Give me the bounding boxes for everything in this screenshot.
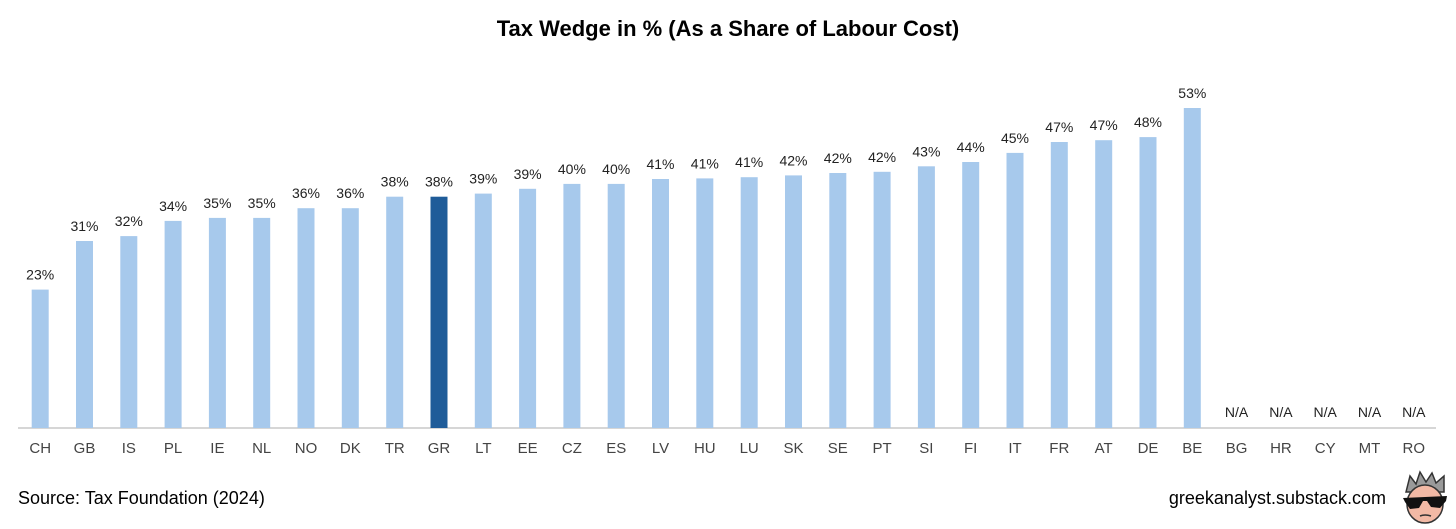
bar-sk [785, 175, 802, 428]
bar-chart: 23% CH 31% GB 32% IS 34% PL 35% IE 35% NL 36% NO 36% DK… [18, 85, 1436, 457]
x-tick-gb: GB [74, 440, 96, 457]
x-tick-de: DE [1138, 440, 1159, 457]
data-label-nl: 35% [248, 195, 276, 211]
bar-fi [962, 162, 980, 428]
data-label-lu: 41% [735, 154, 763, 170]
bar-hu [696, 178, 714, 428]
data-label-fi: 44% [957, 139, 985, 155]
bar-cz [563, 183, 581, 428]
bar-is [120, 236, 138, 428]
bar-gb [76, 241, 93, 428]
bar-si [917, 166, 935, 429]
x-tick-pt: PT [873, 440, 892, 457]
bar-nl [253, 217, 271, 428]
sunglasses-icon [1403, 496, 1447, 509]
bar-ch [31, 289, 49, 428]
bar-pt [873, 171, 891, 429]
data-label-at: 47% [1090, 117, 1118, 133]
data-label-ie: 35% [203, 195, 231, 211]
data-label-no: 36% [292, 185, 320, 201]
data-label-se: 42% [824, 150, 852, 166]
data-label-es: 40% [602, 161, 630, 177]
x-tick-ee: EE [518, 440, 538, 457]
bar-it [1006, 152, 1024, 428]
data-label-bg: N/A [1225, 404, 1249, 420]
x-tick-tr: TR [385, 440, 405, 457]
bar-no [297, 208, 315, 428]
x-tick-gr: GR [428, 440, 451, 457]
x-tick-fi: FI [964, 440, 977, 457]
data-label-is: 32% [115, 213, 143, 229]
data-label-ee: 39% [514, 166, 542, 182]
data-label-hr: N/A [1269, 404, 1293, 420]
site-url: greekanalyst.substack.com [1168, 488, 1386, 508]
data-label-dk: 36% [336, 185, 364, 201]
data-label-it: 45% [1001, 130, 1029, 146]
x-tick-is: IS [122, 440, 136, 457]
source-note: Source: Tax Foundation (2024) [18, 488, 265, 508]
bar-be [1183, 108, 1201, 428]
data-label-cy: N/A [1314, 404, 1338, 420]
data-label-pt: 42% [868, 149, 896, 165]
x-tick-si: SI [919, 440, 933, 457]
bar-gr [430, 196, 448, 428]
x-tick-mt: MT [1359, 440, 1381, 457]
x-tick-ie: IE [210, 440, 224, 457]
x-tick-at: AT [1095, 440, 1113, 457]
data-label-pl: 34% [159, 198, 187, 214]
x-tick-lt: LT [475, 440, 491, 457]
data-label-lt: 39% [469, 171, 497, 187]
x-tick-pl: PL [164, 440, 182, 457]
x-tick-sk: SK [783, 440, 803, 457]
x-tick-cy: CY [1315, 440, 1336, 457]
x-tick-nl: NL [252, 440, 271, 457]
bar-lt [474, 193, 492, 428]
x-tick-hr: HR [1270, 440, 1292, 457]
x-tick-no: NO [295, 440, 318, 457]
data-label-cz: 40% [558, 161, 586, 177]
bar-ie [208, 217, 226, 428]
x-tick-hu: HU [694, 440, 716, 457]
bar-pl [164, 220, 182, 428]
x-tick-se: SE [828, 440, 848, 457]
data-label-si: 43% [912, 143, 940, 159]
x-tick-es: ES [606, 440, 626, 457]
data-label-sk: 42% [779, 152, 807, 168]
x-tick-ro: RO [1403, 440, 1426, 457]
bar-se [829, 173, 847, 428]
x-tick-lu: LU [740, 440, 759, 457]
bar-at [1095, 140, 1113, 428]
data-label-hu: 41% [691, 155, 719, 171]
mascot-avatar [1403, 470, 1447, 524]
bar-fr [1050, 142, 1068, 428]
bar-tr [386, 196, 404, 428]
data-label-tr: 38% [381, 174, 409, 190]
x-tick-it: IT [1008, 440, 1021, 457]
x-tick-cz: CZ [562, 440, 582, 457]
bar-de [1139, 137, 1157, 428]
data-label-be: 53% [1178, 85, 1206, 101]
data-label-gb: 31% [70, 218, 98, 234]
x-tick-lv: LV [652, 440, 669, 457]
data-label-ro: N/A [1402, 404, 1426, 420]
data-label-mt: N/A [1358, 404, 1382, 420]
x-tick-ch: CH [29, 440, 51, 457]
bar-dk [341, 208, 359, 428]
mascot-mouth [1419, 514, 1432, 517]
data-label-ch: 23% [26, 267, 54, 283]
x-tick-be: BE [1182, 440, 1202, 457]
data-label-fr: 47% [1045, 119, 1073, 135]
bar-lv [652, 179, 669, 428]
x-tick-dk: DK [340, 440, 361, 457]
x-tick-bg: BG [1226, 440, 1248, 457]
bar-es [607, 183, 625, 428]
data-label-de: 48% [1134, 114, 1162, 130]
chart-title: Tax Wedge in % (As a Share of Labour Cos… [496, 16, 960, 41]
bar-lu [740, 177, 758, 428]
x-tick-fr: FR [1049, 440, 1069, 457]
data-label-lv: 41% [646, 156, 674, 172]
bar-ee [519, 188, 537, 428]
data-label-gr: 38% [425, 174, 453, 190]
